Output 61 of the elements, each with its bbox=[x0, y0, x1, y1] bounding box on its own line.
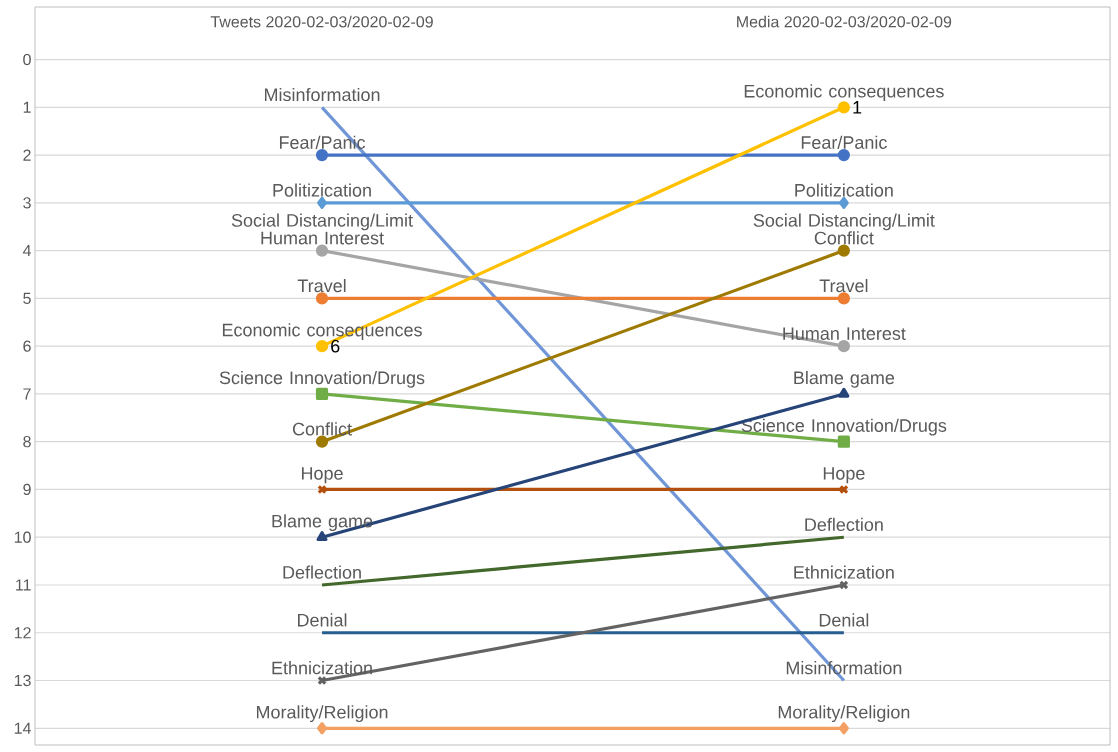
series-label: Blame game bbox=[272, 514, 373, 532]
series-label: Human Interest bbox=[783, 327, 906, 340]
series-label: Morality/Religion bbox=[256, 705, 388, 723]
series-label: Denial bbox=[297, 613, 347, 627]
y-tick-label: 5 bbox=[23, 292, 31, 304]
point bbox=[315, 387, 329, 401]
y-tick-label: 12 bbox=[14, 627, 31, 639]
y-tick-label: 14 bbox=[14, 722, 32, 734]
text: Human Interest bbox=[261, 231, 384, 245]
text: Fear/Panic bbox=[801, 135, 887, 149]
point bbox=[837, 101, 850, 114]
x-tick-label: Media 2020-02-03/2020-02-09 bbox=[737, 15, 952, 28]
text: Hope bbox=[823, 467, 865, 484]
text: Deflection bbox=[805, 517, 883, 532]
y-tick-label: 13 bbox=[14, 674, 31, 687]
point bbox=[315, 340, 329, 353]
series-label: Hope bbox=[301, 467, 343, 484]
point bbox=[837, 148, 850, 162]
y-tick-label: 6 bbox=[23, 340, 31, 352]
x-tick-label: Tweets 2020-02-03/2020-02-09 bbox=[210, 15, 433, 28]
text: Denial bbox=[819, 613, 869, 627]
point bbox=[315, 244, 329, 257]
point bbox=[837, 244, 850, 257]
point bbox=[837, 292, 850, 305]
text: Conflict bbox=[814, 231, 874, 245]
series-label: Politizication bbox=[273, 183, 371, 197]
y-tick-label: 10 bbox=[14, 531, 31, 543]
y-tick-label: 11 bbox=[16, 579, 31, 591]
point bbox=[317, 722, 327, 735]
text: Ethnicization bbox=[794, 565, 894, 579]
y-tick-label: 3 bbox=[23, 197, 31, 209]
annotation: Social Distancing/Limit bbox=[231, 213, 413, 231]
series-label: Conflict bbox=[292, 422, 352, 436]
point bbox=[315, 435, 329, 448]
point bbox=[837, 435, 850, 448]
series-label: Ethnicization bbox=[272, 661, 372, 675]
point bbox=[837, 340, 850, 353]
y-tick-label: 4 bbox=[22, 245, 32, 257]
y-tick-label: 8 bbox=[23, 436, 31, 448]
point bbox=[838, 196, 849, 209]
point bbox=[317, 196, 327, 209]
text: Economic consequences bbox=[744, 84, 944, 102]
y-tick-label: 2 bbox=[23, 149, 31, 161]
point bbox=[838, 722, 849, 735]
data-label: 1 bbox=[853, 101, 862, 114]
text: Science Innovation/Drugs bbox=[219, 370, 425, 388]
y-tick-label: 0 bbox=[23, 53, 31, 66]
text: Travel bbox=[819, 278, 868, 293]
text: Misinformation bbox=[264, 87, 380, 102]
y-tick-label: 7 bbox=[23, 388, 31, 400]
point bbox=[315, 148, 329, 162]
series-label: Travel bbox=[297, 278, 346, 293]
annotation: Social Distancing/Limit bbox=[753, 213, 935, 231]
point bbox=[315, 292, 329, 305]
y-tick-label: 1 bbox=[23, 101, 31, 113]
text: Politizication bbox=[795, 183, 893, 197]
y-tick-label: 9 bbox=[23, 483, 31, 496]
series-label: Deflection bbox=[283, 565, 361, 579]
data-label: 6 bbox=[331, 339, 340, 353]
text: Blame game bbox=[794, 370, 895, 388]
text: Morality/Religion bbox=[778, 705, 910, 723]
